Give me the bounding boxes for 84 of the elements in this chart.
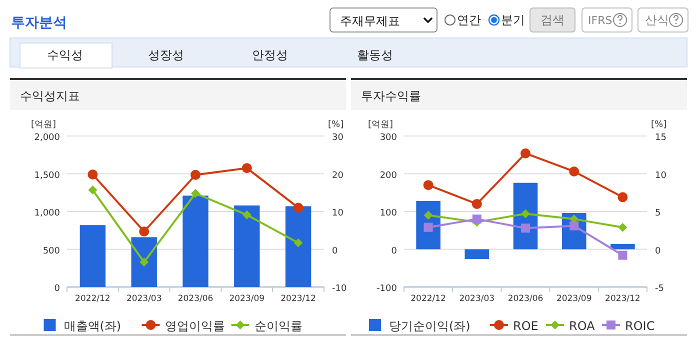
point xyxy=(191,188,200,198)
y2-tick-label: 15 xyxy=(655,133,666,143)
legend-label: ROA xyxy=(569,319,596,333)
point xyxy=(618,222,628,232)
x-tick-label: 2023/06 xyxy=(508,294,544,304)
point xyxy=(570,221,579,230)
bar xyxy=(182,196,208,287)
text: 성장성 xyxy=(148,48,184,62)
y2-tick-label: 5 xyxy=(655,208,661,218)
bar xyxy=(234,205,260,287)
point xyxy=(293,202,304,213)
chart-title: 투자수익률 xyxy=(361,89,421,103)
y2-tick-label: 30 xyxy=(332,133,344,143)
y2-tick-label: 20 xyxy=(332,170,344,181)
x-tick-label: 2022/12 xyxy=(410,294,446,304)
point xyxy=(520,148,530,158)
y2-tick-label: 10 xyxy=(655,170,667,181)
x-tick-label: 2023/03 xyxy=(459,294,495,304)
x-tick-label: 2023/09 xyxy=(556,294,592,304)
point xyxy=(618,192,628,202)
y-tick-label: 0 xyxy=(54,284,60,294)
point xyxy=(242,163,252,174)
point xyxy=(618,250,628,260)
y-tick-label: 100 xyxy=(380,208,398,218)
y2-tick-label: 10 xyxy=(332,208,344,218)
legend-label: 영업이익률 xyxy=(164,319,225,333)
y-tick-label: 0 xyxy=(391,246,398,256)
y-tick-label: -100 xyxy=(376,284,398,294)
y-axis-title: [억원] xyxy=(31,120,56,130)
legend-label: ROE xyxy=(513,319,538,333)
y2-axis-title: [%] xyxy=(328,120,344,130)
point xyxy=(424,210,433,220)
y-tick-label: 1,000 xyxy=(34,208,60,218)
bar xyxy=(131,237,157,287)
legend-label: 당기순이익(좌) xyxy=(389,319,470,333)
point xyxy=(140,258,149,267)
y-tick-label: 300 xyxy=(380,133,398,143)
point xyxy=(139,226,150,237)
y2-tick-label: -5 xyxy=(655,284,664,294)
bar xyxy=(285,206,312,287)
text: IFRS xyxy=(588,14,612,27)
y2-tick-label: 0 xyxy=(332,246,338,256)
point xyxy=(521,209,530,218)
y2-tick-label: -10 xyxy=(332,284,347,294)
y-tick-label: 200 xyxy=(380,170,398,181)
legend-label: ROIC xyxy=(625,319,655,333)
point xyxy=(88,170,98,180)
text: 활동성 xyxy=(357,48,393,62)
y-tick-label: 2,000 xyxy=(34,133,60,143)
x-tick-label: 2022/12 xyxy=(75,294,110,304)
bar xyxy=(610,244,635,250)
text: 안정성 xyxy=(252,48,288,62)
y2-tick-label: 0 xyxy=(655,246,661,256)
point xyxy=(521,224,530,233)
x-tick-label: 2023/12 xyxy=(280,294,316,304)
text: 산식 xyxy=(645,13,669,27)
text: 분기 xyxy=(501,13,525,27)
point xyxy=(423,180,434,190)
y-tick-label: 1,500 xyxy=(34,170,60,181)
y-axis-title: [억원] xyxy=(368,120,394,130)
x-tick-label: 2023/09 xyxy=(229,294,265,304)
bar xyxy=(464,249,490,260)
point xyxy=(472,198,482,209)
y-tick-label: 500 xyxy=(42,246,60,256)
bar xyxy=(80,225,106,287)
legend-label: 매출액(좌) xyxy=(64,319,122,333)
text: 주재무제표 xyxy=(340,14,400,28)
y2-axis-title: [%] xyxy=(651,120,667,130)
point xyxy=(294,238,303,248)
x-tick-label: 2023/03 xyxy=(126,294,162,304)
legend-label: 순이익률 xyxy=(254,319,302,333)
chart-title: 수익성지표 xyxy=(20,89,80,103)
text: 투자분석 xyxy=(11,15,67,31)
point xyxy=(242,210,252,220)
point xyxy=(190,170,200,180)
point xyxy=(472,214,482,224)
x-tick-label: 2023/06 xyxy=(178,294,214,304)
text: 수익성 xyxy=(47,48,83,62)
text: 연간 xyxy=(457,13,481,27)
point xyxy=(569,166,580,176)
point xyxy=(424,222,433,232)
text: 검색 xyxy=(540,13,564,27)
point xyxy=(88,185,98,194)
x-tick-label: 2023/12 xyxy=(605,294,640,304)
